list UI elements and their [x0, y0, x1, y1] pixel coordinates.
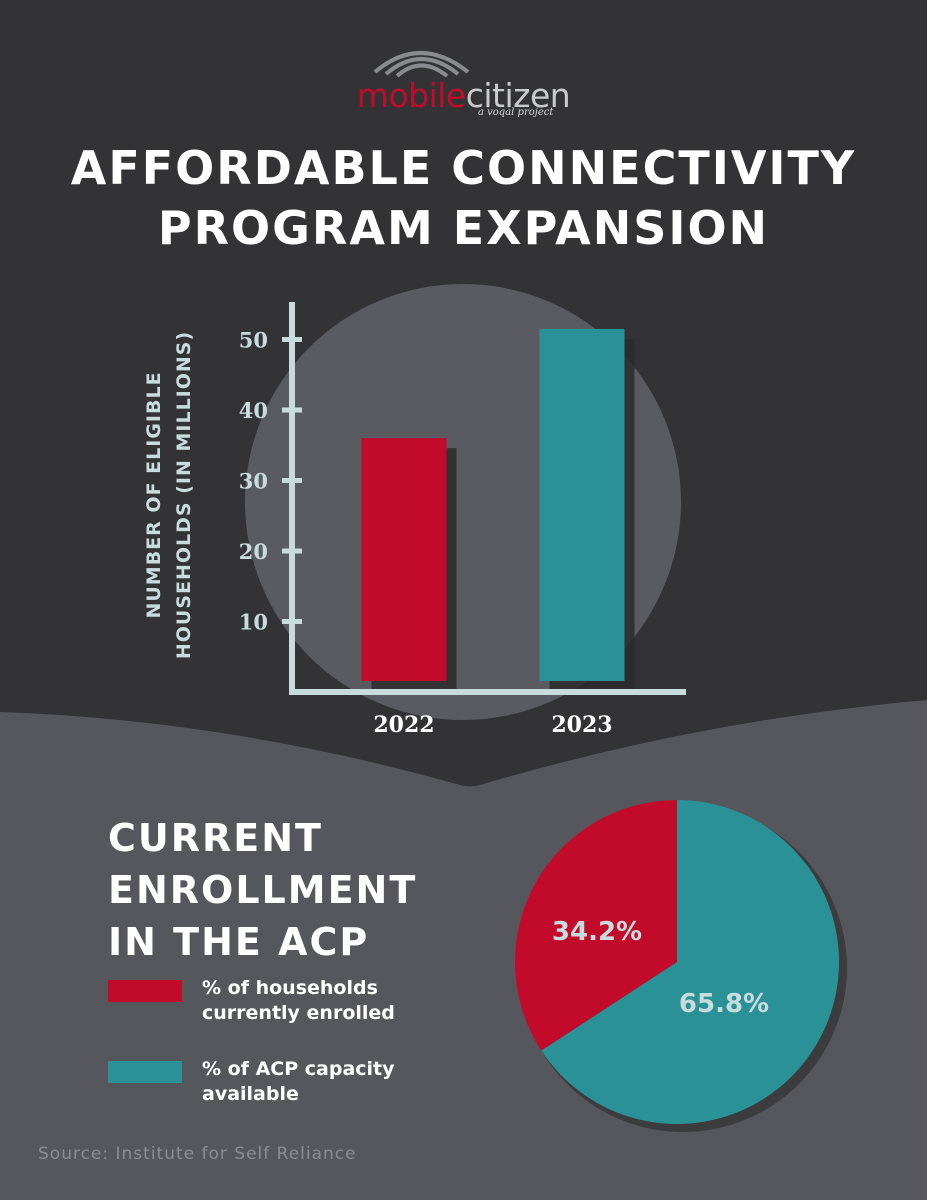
y-tick-label: 40	[239, 398, 268, 423]
brand-name-part2: citizen	[465, 76, 571, 115]
bar-chart: NUMBER OF ELIGIBLE HOUSEHOLDS (IN MILLIO…	[143, 302, 686, 738]
bar-2022	[361, 438, 447, 681]
source-note: Source: Institute for Self Reliance	[38, 1144, 357, 1164]
brand-logo: mobilecitizen	[0, 76, 927, 115]
brand-tagline: a voqal project	[478, 107, 554, 118]
x-tick-label: 2022	[373, 712, 434, 738]
page-title: AFFORDABLE CONNECTIVITY PROGRAM EXPANSIO…	[70, 141, 857, 255]
y-axis-label-line2: HOUSEHOLDS (IN MILLIONS)	[173, 331, 195, 659]
x-tick-label: 2023	[551, 712, 612, 738]
legend-swatch-teal	[108, 1061, 182, 1083]
pie-data-label: 65.8%	[679, 989, 769, 1019]
legend-label-available: % of ACP capacity available	[202, 1058, 395, 1105]
bar-2023	[539, 328, 625, 681]
pie-data-label: 34.2%	[552, 917, 642, 947]
pie-section-title: CURRENT ENROLLMENT IN THE ACP	[108, 816, 418, 964]
pie-slice-available	[541, 800, 839, 1124]
y-tick-label: 50	[239, 328, 268, 353]
y-axis-label: NUMBER OF ELIGIBLE HOUSEHOLDS (IN MILLIO…	[143, 331, 195, 659]
legend-label-enrolled: % of households currently enrolled	[202, 977, 395, 1024]
y-tick-label: 30	[239, 469, 268, 494]
legend-swatch-red	[108, 980, 182, 1002]
brand-name-part1: mobile	[356, 76, 466, 115]
y-axis-label-line1: NUMBER OF ELIGIBLE	[143, 371, 165, 618]
y-tick-label: 10	[239, 610, 268, 635]
y-tick-label: 20	[239, 539, 268, 564]
pie-slice-enrolled	[514, 800, 677, 1051]
wifi-arcs-logo-icon	[373, 51, 470, 78]
pie-shadow	[519, 804, 847, 1132]
